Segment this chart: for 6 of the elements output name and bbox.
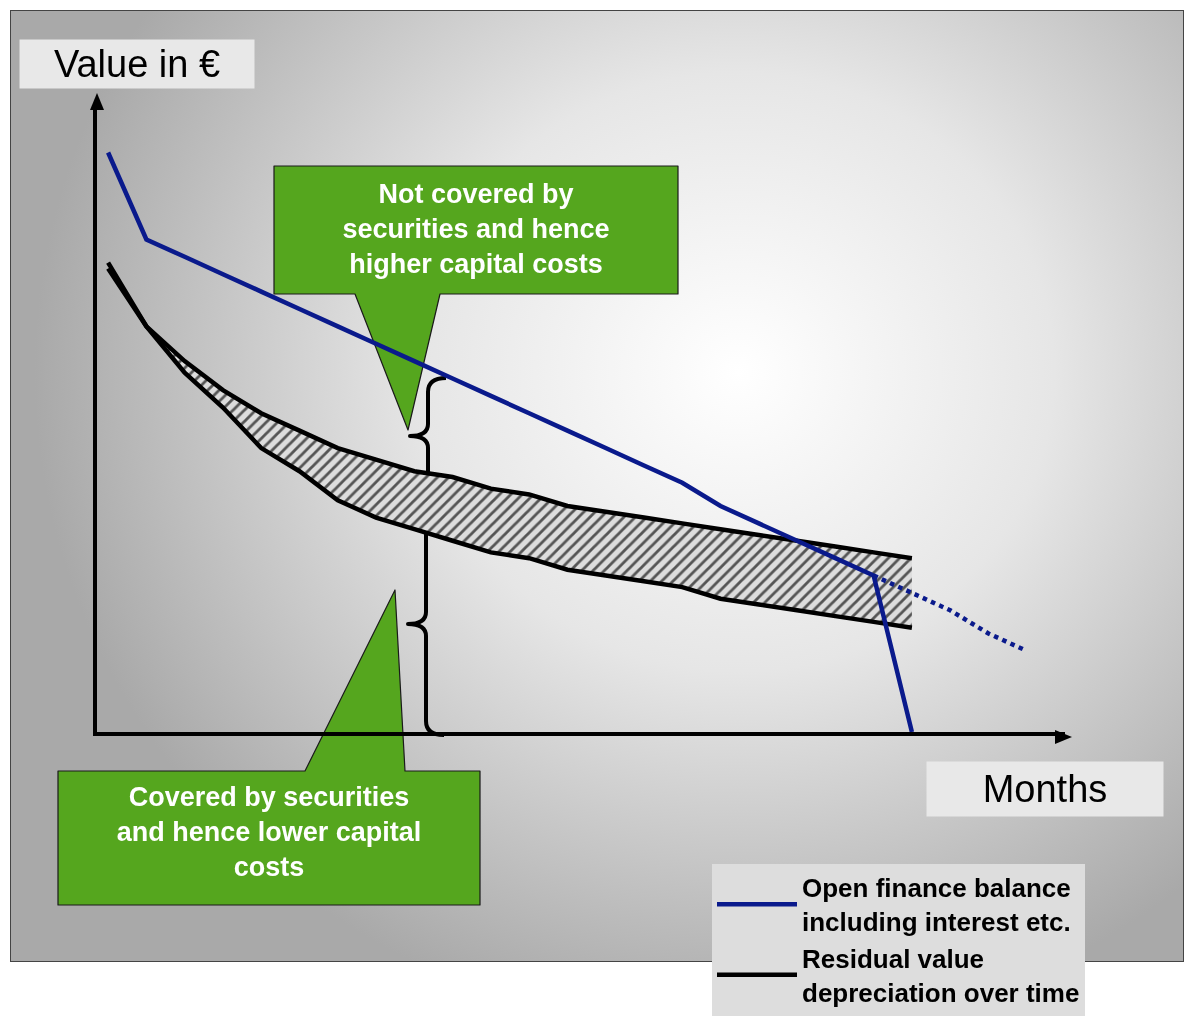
annotation: Not covered by securities and hence higher capital costs	[342, 178, 610, 280]
legend-label: Open finance balance including interest etc.	[802, 873, 1071, 938]
legend-label: Residual value depreciation over time	[802, 944, 1080, 1008]
y-axis-title: Value in €	[53, 43, 221, 85]
text: Covered by securities and hence lower capital costs	[116, 781, 422, 883]
x-axis-title: Months	[982, 768, 1108, 810]
